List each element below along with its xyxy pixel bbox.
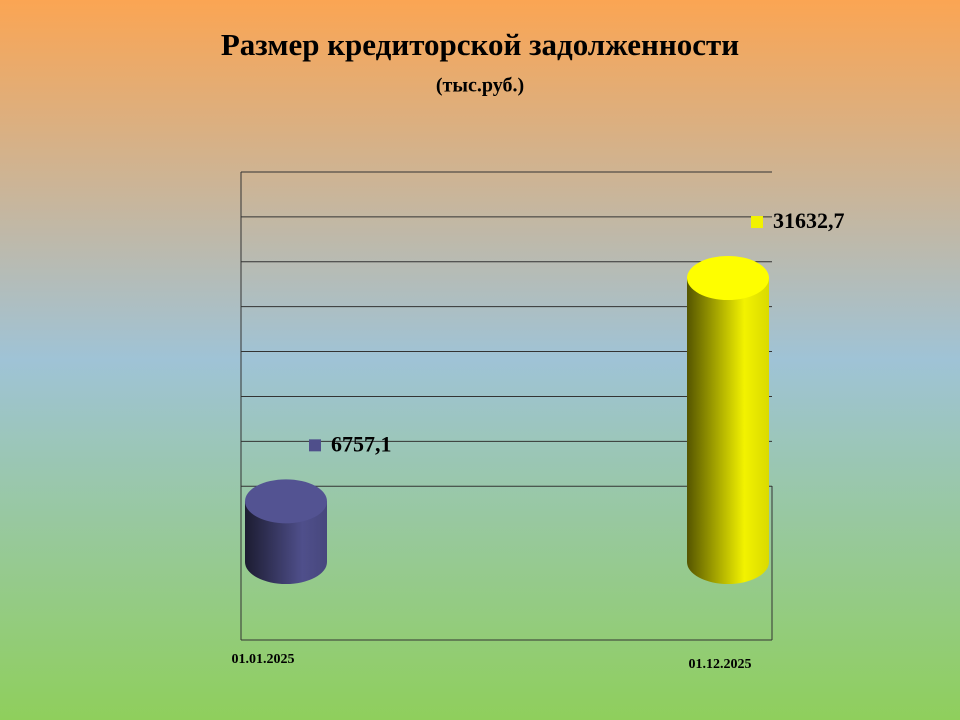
- value-label: 31632,7: [773, 208, 845, 233]
- bar-top: [245, 479, 327, 524]
- chart-subtitle: (тыс.руб.): [436, 75, 524, 97]
- legend-key: [751, 216, 763, 229]
- plot-frame: [240, 172, 773, 641]
- value-label: 6757,1: [331, 431, 392, 456]
- chart-title: Размер кредиторской задолженности: [221, 27, 739, 62]
- bar-top: [687, 256, 769, 301]
- x-tick-label: 01.01.2025: [232, 652, 295, 667]
- legend-key: [309, 439, 321, 452]
- bar: [687, 278, 769, 584]
- bar: [245, 501, 327, 584]
- x-tick-label: 01.12.2025: [689, 657, 752, 672]
